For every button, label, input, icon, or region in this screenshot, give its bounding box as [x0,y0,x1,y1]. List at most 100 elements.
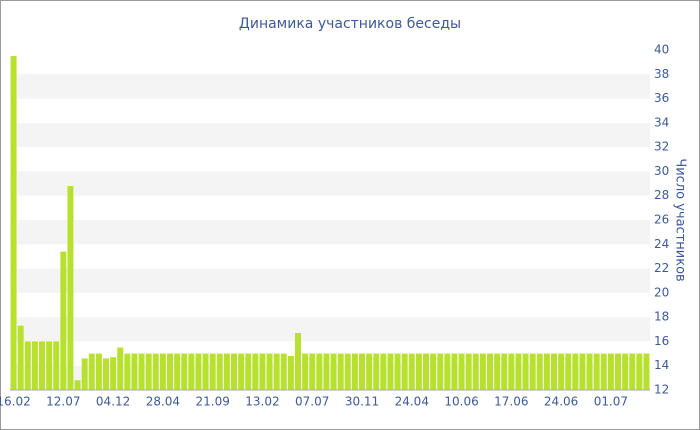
bar [529,353,536,390]
bar [266,353,273,390]
x-tick-label: 13.02 [245,395,279,409]
bar [231,353,237,390]
bar [309,353,316,390]
bar [323,353,330,390]
bar [174,353,181,390]
x-tick-label: 17.06 [494,395,528,409]
bar [53,341,60,390]
bar [607,353,614,390]
bar [558,353,565,390]
bar [622,353,629,390]
bar [387,353,394,390]
bar [543,353,550,390]
bar [344,353,351,390]
y-tick-label: 32 [654,140,669,154]
y-tick-label: 26 [654,213,669,227]
bar [287,356,294,390]
bar [259,353,266,390]
bar [188,353,195,390]
x-tick-label: 01.07 [594,395,628,409]
bar [600,353,607,390]
grid-band [10,171,650,196]
bar [408,353,415,390]
bar [394,353,401,390]
x-tick-label: 12.07 [46,395,80,409]
bar [131,353,138,390]
bar [437,353,444,390]
bar [458,353,465,390]
bar [145,353,152,390]
bar [636,353,643,390]
grid-band [10,74,650,99]
bar [380,353,387,390]
bar [593,353,600,390]
x-tick-label: 07.07 [295,395,329,409]
bar [280,353,287,390]
bar [487,353,493,390]
x-tick-label: 30.11 [345,395,379,409]
bar [401,353,408,390]
y-tick-label: 14 [654,358,669,372]
bar [88,353,95,390]
bar [245,353,252,390]
bar [10,56,17,390]
x-tick-label: 28.04 [146,395,180,409]
bar [110,357,117,390]
bar [451,353,458,390]
bar [359,353,365,390]
bar [572,353,579,390]
bar [302,353,309,390]
bar [202,353,209,390]
y-tick-label: 40 [654,43,669,57]
bar [24,341,31,390]
bar [216,353,223,390]
bar [103,358,109,390]
x-tick-label: 24.06 [544,395,578,409]
bar [615,353,621,390]
y-tick-label: 28 [654,188,669,202]
bar [138,353,145,390]
bar [295,332,301,390]
bar [330,353,337,390]
bar [39,341,45,390]
bar [565,353,572,390]
grid-band [10,122,650,148]
bar [159,353,166,390]
grid-band [10,220,650,245]
bar [316,353,323,390]
bar [373,353,380,390]
bar [643,353,650,390]
bar [31,341,38,390]
bar [152,353,159,390]
y-tick-label: 18 [654,310,669,324]
bar [195,353,202,390]
bar [508,353,515,390]
bar [515,353,522,390]
bar [95,353,102,390]
bar [238,353,245,390]
y-tick-label: 12 [654,383,669,397]
bar [351,353,358,390]
bar [273,353,280,390]
grid-band [10,317,650,342]
bar [167,353,173,390]
y-tick-label: 24 [654,237,669,251]
bar [494,353,501,390]
bar [430,353,437,390]
y-axis-label: Число участников [673,158,688,281]
grid-band [10,268,650,293]
bar [60,251,67,390]
chart-title: Динамика участников беседы [239,16,461,32]
bar [223,353,230,390]
bar [209,353,216,390]
bar [444,353,451,390]
bar [472,353,479,390]
bar [17,325,24,390]
x-tick-label: 21.09 [195,395,229,409]
bar [46,341,53,390]
bar [117,347,124,390]
y-tick-label: 30 [654,164,669,178]
bar [74,380,81,390]
x-tick-label: 04.12 [96,395,130,409]
bar [479,353,486,390]
